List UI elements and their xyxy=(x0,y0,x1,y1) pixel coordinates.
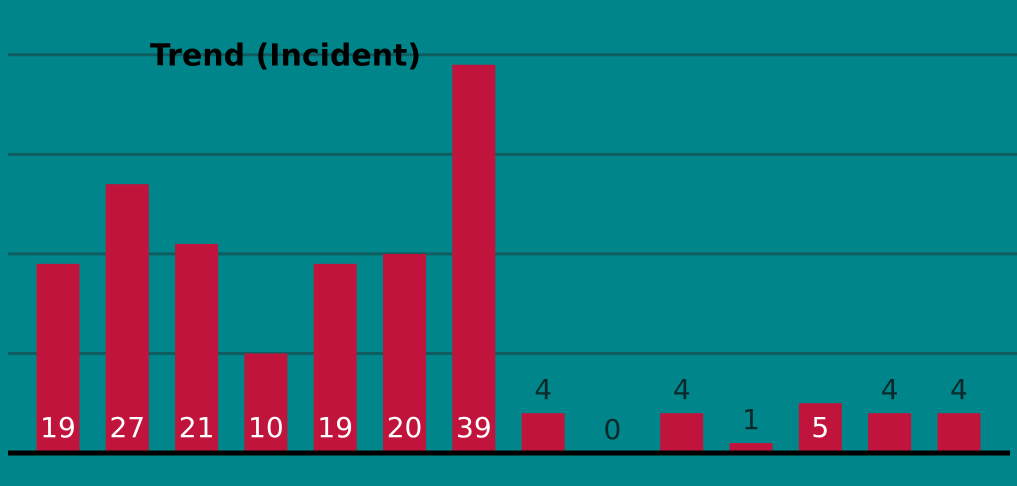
value-label: 4 xyxy=(673,373,691,406)
bar xyxy=(383,253,427,453)
bar xyxy=(729,443,773,453)
value-label: 1 xyxy=(742,403,760,436)
bar xyxy=(175,243,219,453)
bar xyxy=(660,413,704,453)
bar xyxy=(313,263,357,453)
value-label: 4 xyxy=(950,373,968,406)
value-label: 0 xyxy=(604,413,622,446)
value-label: 39 xyxy=(456,411,492,444)
value-label: 5 xyxy=(811,411,829,444)
value-label: 27 xyxy=(109,411,145,444)
value-label: 4 xyxy=(881,373,899,406)
bar xyxy=(452,64,496,453)
value-label: 10 xyxy=(248,411,284,444)
bar xyxy=(798,403,842,453)
value-label: 19 xyxy=(40,411,76,444)
bar xyxy=(937,413,981,453)
bar xyxy=(36,263,80,453)
bar xyxy=(868,413,912,453)
value-label: 20 xyxy=(387,411,423,444)
bar xyxy=(105,184,149,453)
value-label: 21 xyxy=(179,411,215,444)
bar xyxy=(521,413,565,453)
value-label: 4 xyxy=(534,373,552,406)
value-label: 19 xyxy=(317,411,353,444)
bar xyxy=(244,353,288,453)
chart-title: Trend (Incident) xyxy=(150,39,421,74)
